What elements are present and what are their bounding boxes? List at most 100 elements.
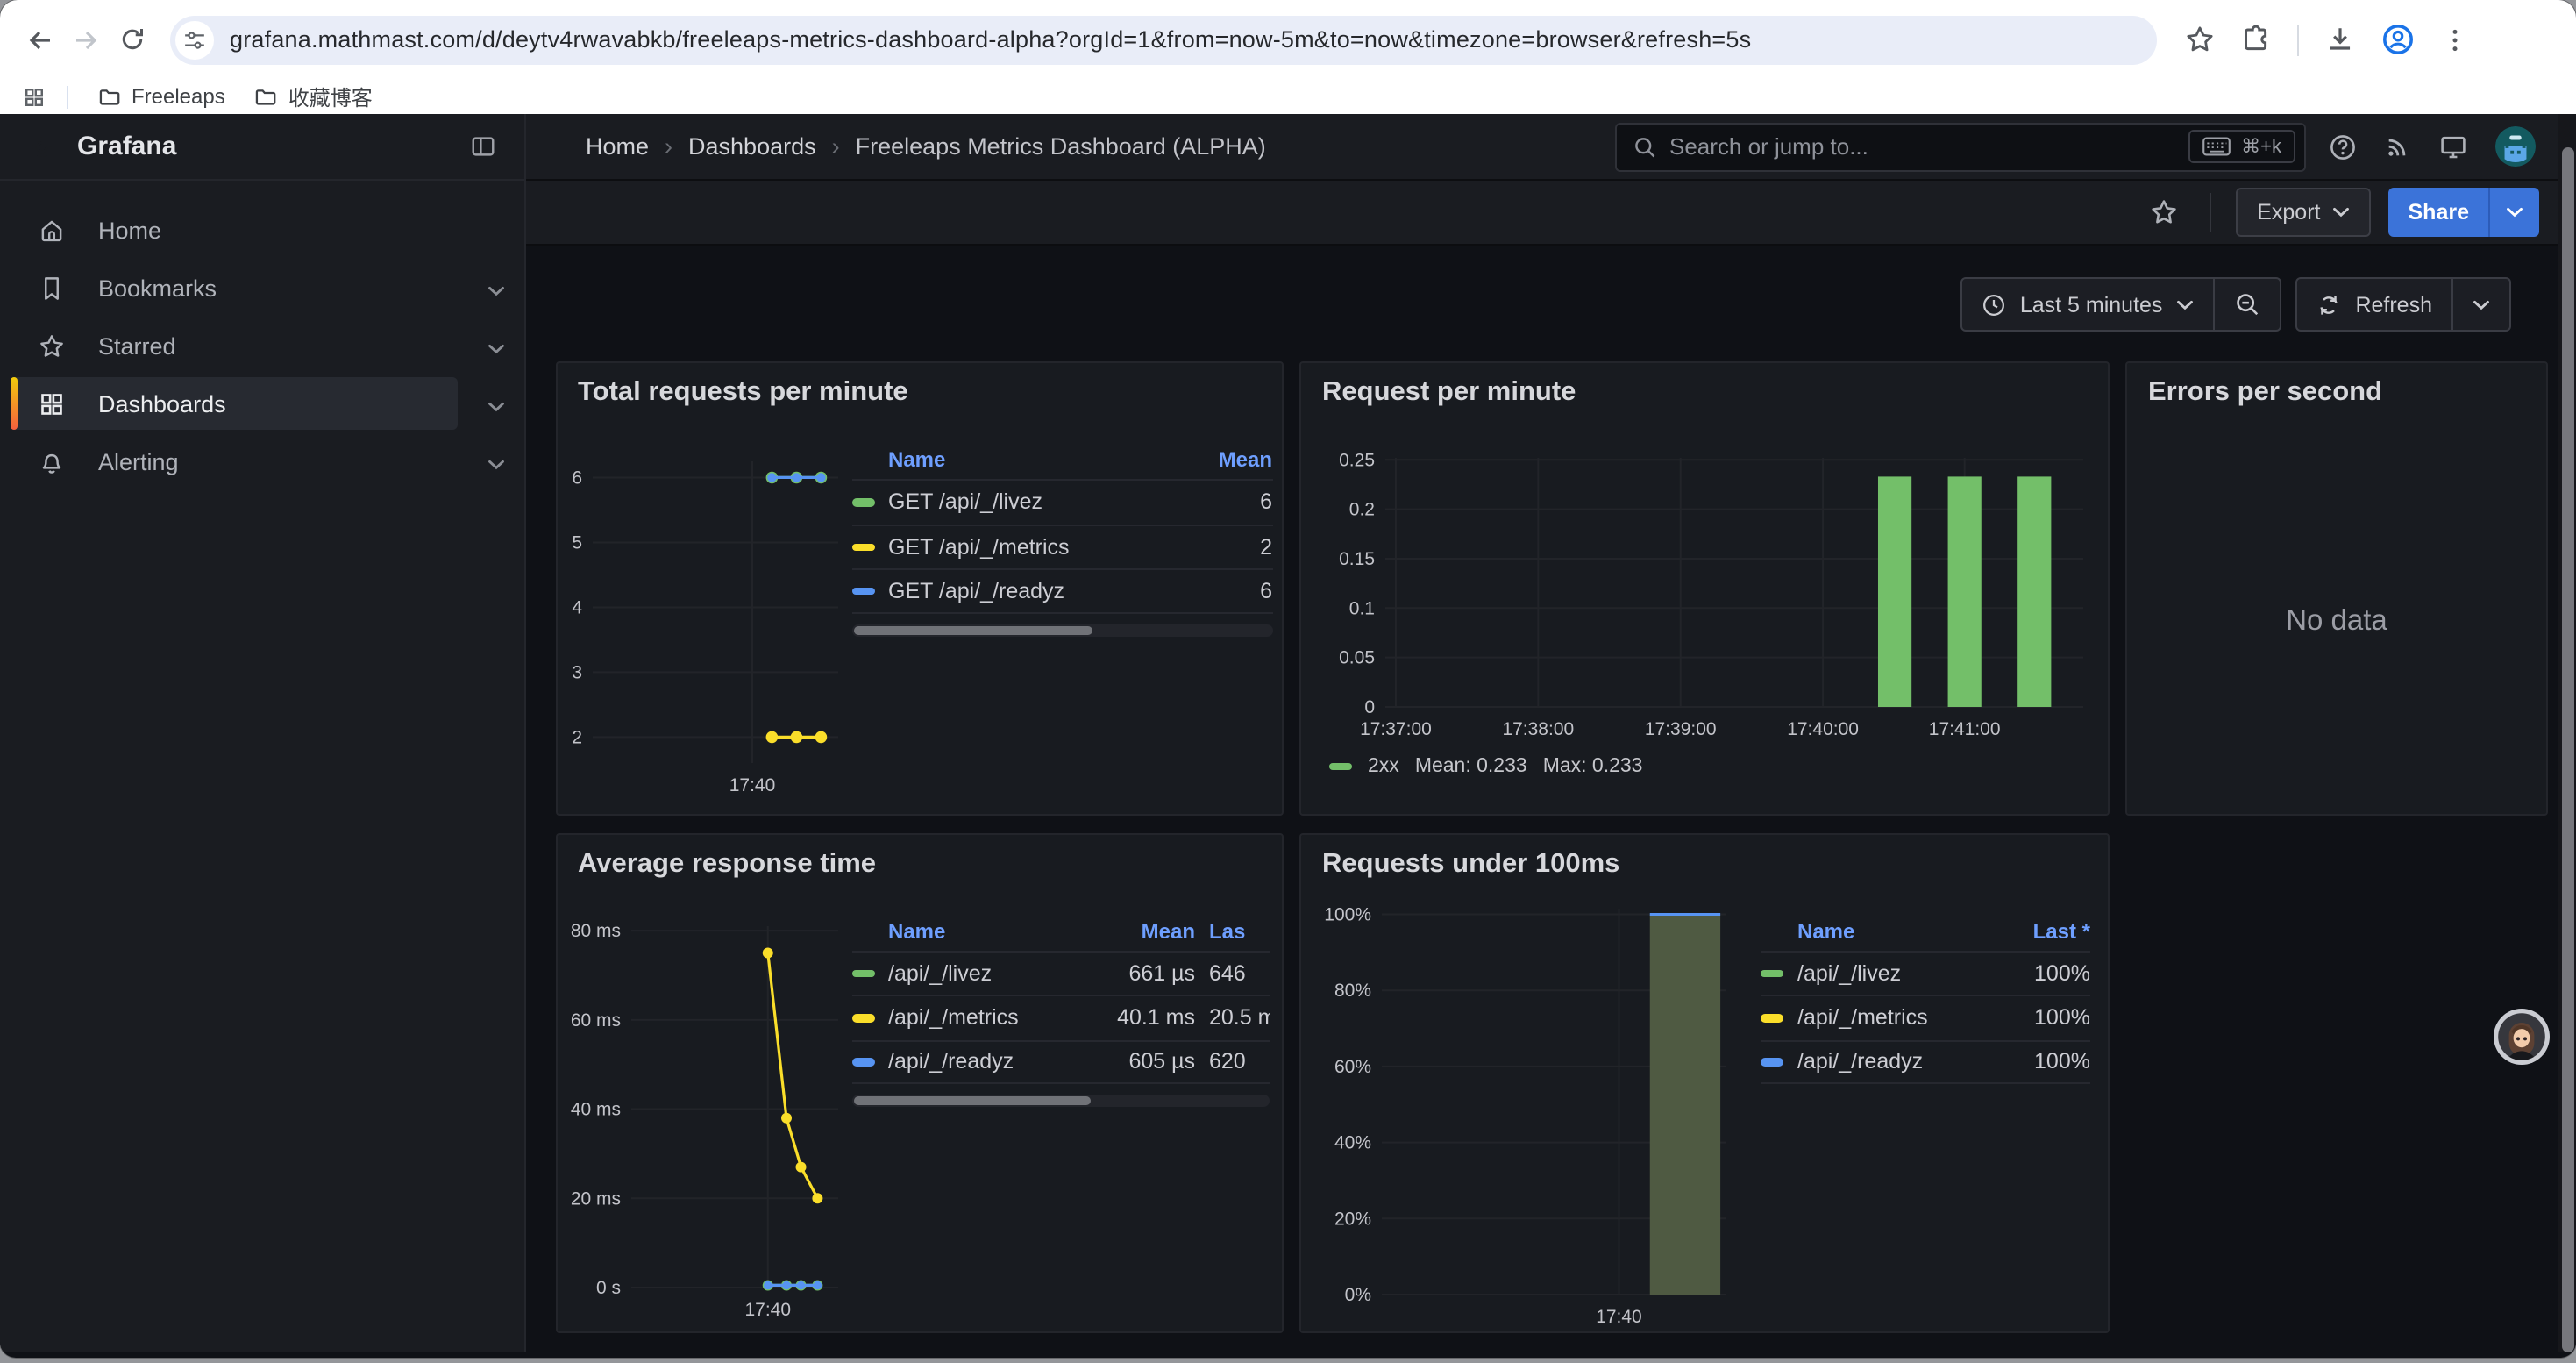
series-name[interactable]: /api/_/readyz [1797,1049,1924,1074]
series-mean: 40.1 ms [1117,1005,1195,1031]
legend-mean: Mean: 0.233 [1414,756,1527,777]
apps-button[interactable] [23,85,46,108]
svg-text:17:37:00: 17:37:00 [1360,719,1432,739]
breadcrumb-current: Freeleaps Metrics Dashboard (ALPHA) [855,133,1266,160]
time-range-button[interactable]: Last 5 minutes [1962,279,2214,330]
sidebar-item-alerting[interactable]: Alerting [0,435,524,493]
series-name[interactable]: GET /api/_/livez [888,489,1043,515]
expand-chevron[interactable] [487,459,505,469]
horizontal-scrollbar[interactable] [851,1095,1269,1107]
grafana-logo[interactable] [25,129,60,164]
table-row: GET /api/_/livez 6 [851,479,1272,524]
news-button[interactable] [2385,133,2411,160]
series-swatch [851,587,874,595]
url-text[interactable]: grafana.mathmast.com/d/deytv4rwavabkb/fr… [230,26,1752,53]
legend-series-name[interactable]: 2xx [1368,756,1399,777]
star-icon [2150,198,2178,226]
extensions-button[interactable] [2241,25,2271,54]
refresh-button[interactable]: Refresh [2297,279,2451,330]
panel-average-response-time[interactable]: Average response time 0 s 20 ms 40 ms 60 ms… [555,832,1284,1332]
series-mean: 2 [1260,534,1272,560]
bookmark-folder-freeleaps[interactable]: Freeleaps [89,82,234,111]
help-icon [2329,132,2357,161]
breadcrumb-home[interactable]: Home [586,133,650,160]
series-name[interactable]: /api/_/metrics [1797,1005,1928,1031]
dashboard-canvas: Last 5 minutes Refresh Total requests pe… [526,246,2558,1352]
series-name[interactable]: /api/_/readyz [888,1049,1014,1074]
sidebar-item-label: Starred [98,332,176,359]
column-header-name[interactable]: Name [888,447,946,472]
expand-chevron[interactable] [487,401,505,411]
share-split-button: Share [2388,188,2539,237]
column-header-mean[interactable]: Mean [1218,447,1272,472]
sidebar-item-home[interactable]: Home [0,203,524,261]
panel-title[interactable]: Requests under 100ms [1322,848,1620,878]
panel-title[interactable]: Average response time [578,848,877,878]
series-name[interactable]: /api/_/metrics [888,1005,1019,1031]
assistant-avatar-button[interactable] [2494,1009,2550,1065]
reload-button[interactable] [109,17,154,62]
page-scrollbar[interactable] [2558,114,2576,1352]
export-button[interactable]: Export [2236,188,2372,237]
panel-request-per-minute[interactable]: Request per minute 0 0.05 0.1 0.15 0.2 0.25 17… [1299,361,2110,816]
sidebar-item-starred[interactable]: Starred [0,319,524,377]
series-swatch [1761,969,1783,977]
chevron-down-icon [487,401,505,411]
series-name[interactable]: /api/_/livez [888,960,993,986]
series-name[interactable]: /api/_/livez [1797,960,1902,986]
profile-button[interactable] [2381,23,2415,56]
back-button[interactable] [18,17,63,62]
average-response-time-chart: 0 s 20 ms 40 ms 60 ms 80 ms 17:40 [567,911,848,1331]
dashboards-grid-icon [39,390,65,417]
favorite-dashboard-button[interactable] [2143,191,2185,233]
shortcut-chip: ⌘+k [2188,130,2295,163]
dock-menu-button[interactable] [461,125,503,168]
bookmark-folder-blogs[interactable]: 收藏博客 [246,80,381,113]
browser-menu-button[interactable] [2441,25,2469,54]
home-icon [39,217,65,243]
search-input[interactable] [1669,133,2189,160]
forward-button[interactable] [63,17,109,62]
table-row: /api/_/metrics 40.1 ms 20.5 m [851,995,1269,1039]
search-box[interactable]: ⌘+k [1615,122,2306,171]
bookmark-star-button[interactable] [2185,25,2215,54]
column-header-last[interactable]: Last * [2032,918,2090,943]
downloads-button[interactable] [2325,25,2355,54]
address-bar[interactable]: grafana.mathmast.com/d/deytv4rwavabkb/fr… [170,15,2157,64]
panel-requests-under-100ms[interactable]: Requests under 100ms 0% 20% 40% 60% 80% 100% 1… [1299,832,2110,1332]
help-button[interactable] [2329,132,2357,161]
column-header-name[interactable]: Name [1797,918,1855,943]
sidebar-item-bookmarks[interactable]: Bookmarks [0,261,524,319]
scrollbar-thumb[interactable] [853,1096,1092,1105]
kiosk-mode-button[interactable] [2439,132,2467,161]
total-requests-chart: 2 3 4 5 6 17:40 [567,447,848,814]
share-menu-button[interactable] [2488,188,2539,237]
refresh-interval-button[interactable] [2451,279,2509,330]
scrollbar-thumb[interactable] [853,625,1093,634]
panel-total-requests[interactable]: Total requests per minute 2 3 4 5 6 17:40 Nam… [555,361,1284,816]
panel-title[interactable]: Total requests per minute [578,377,908,407]
column-header-last[interactable]: Las [1209,918,1246,943]
user-avatar[interactable] [2495,126,2536,167]
star-icon [39,332,65,359]
scrollbar-thumb[interactable] [2561,147,2573,1352]
breadcrumb-dashboards[interactable]: Dashboards [688,133,816,160]
column-header-name[interactable]: Name [888,918,946,943]
column-header-mean[interactable]: Mean [1141,918,1195,943]
table-row: /api/_/livez 100% [1761,950,2090,995]
expand-chevron[interactable] [487,285,505,296]
expand-chevron[interactable] [487,343,505,353]
reload-icon [118,26,145,53]
horizontal-scrollbar[interactable] [851,624,1272,636]
panel-title[interactable]: Errors per second [2148,377,2383,407]
request-per-minute-chart: 0 0.05 0.1 0.15 0.2 0.25 17:37:00 17:38:00 17:39… [1315,444,2097,761]
panel-title[interactable]: Request per minute [1322,377,1576,407]
panel-errors-per-second[interactable]: Errors per second No data [2125,361,2548,816]
series-name[interactable]: GET /api/_/readyz [888,578,1065,603]
zoom-out-button[interactable] [2213,279,2280,330]
sidebar-item-dashboards[interactable]: Dashboards [0,377,524,435]
share-button[interactable]: Share [2388,188,2488,237]
svg-text:80%: 80% [1334,980,1371,1000]
series-name[interactable]: GET /api/_/metrics [888,534,1070,560]
site-info-button[interactable] [175,20,214,59]
